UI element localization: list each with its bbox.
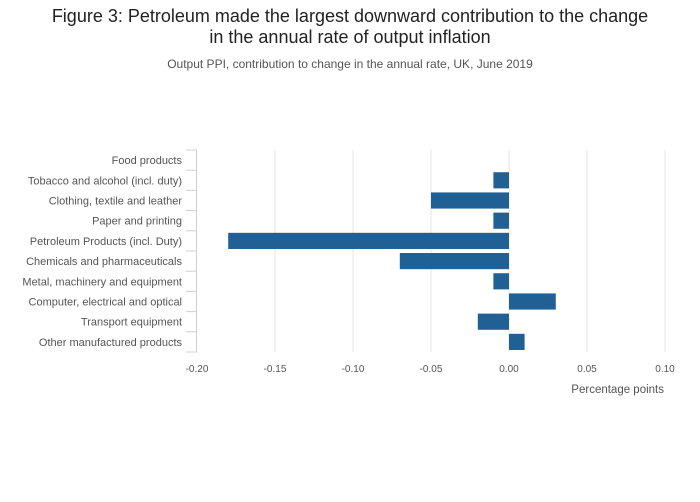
bar [493,212,509,229]
chart-title-line-1: Figure 3: Petroleum made the largest dow… [51,6,649,26]
category-labels: Food products Tobacco and alcohol (incl. … [22,155,182,349]
category-label: Metal, machinery and equipment [22,276,182,288]
bars [228,172,556,350]
category-label: Clothing, textile and leather [49,196,183,208]
x-tick-label: 0.00 [499,364,519,375]
chart-title: Figure 3: Petroleum made the largest dow… [20,6,680,48]
category-label: Petroleum Products (incl. Duty) [30,236,182,248]
category-ticks [186,149,197,353]
category-label: Chemicals and pharmaceuticals [26,256,182,268]
grid-lines [274,150,666,352]
bar [399,253,509,270]
x-tick-label: 0.10 [655,364,675,375]
bar [431,192,509,209]
x-tick-label: -0.05 [420,364,443,375]
bar [228,232,509,249]
category-label: Other manufactured products [39,337,183,349]
bar [477,313,509,330]
bar [509,333,525,350]
category-label: Food products [112,155,183,167]
x-tick-label: 0.05 [577,364,597,375]
chart-subtitle: Output PPI, contribution to change in th… [167,57,533,71]
x-axis-title: Percentage points [571,384,664,396]
x-tick-labels: -0.20 -0.15 -0.10 -0.05 0.00 0.05 0.10 [186,364,676,375]
category-label: Computer, electrical and optical [29,297,182,309]
chart-title-line-2: in the annual rate of output inflation [209,27,491,47]
x-tick-label: -0.20 [186,364,209,375]
bar [509,293,556,310]
bar [493,273,509,290]
x-tick-label: -0.15 [264,364,287,375]
bar [493,172,509,189]
x-tick-label: -0.10 [342,364,365,375]
category-label: Tobacco and alcohol (incl. duty) [28,175,182,187]
category-label: Paper and printing [92,216,182,228]
category-label: Transport equipment [81,317,182,329]
